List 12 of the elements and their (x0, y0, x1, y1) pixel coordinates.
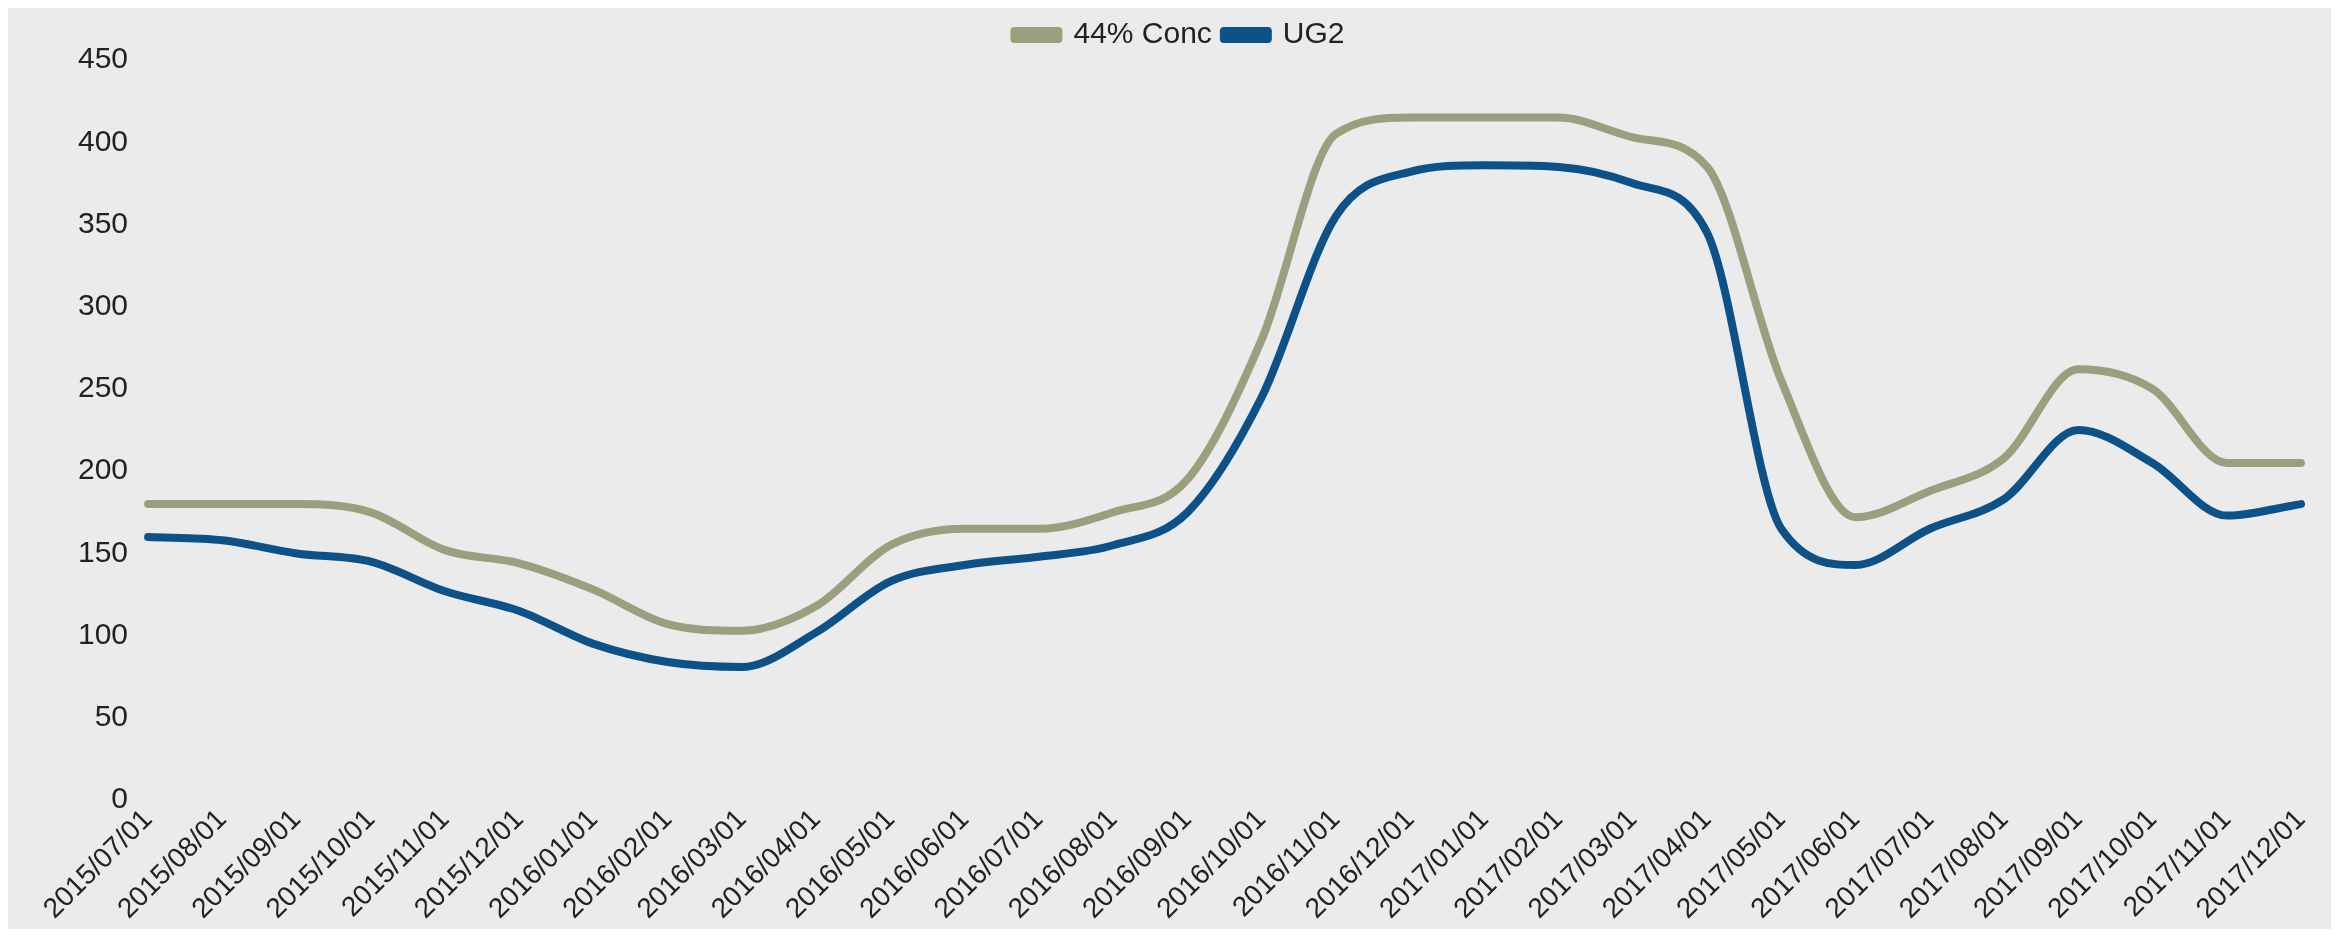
y-tick-label: 450 (77, 41, 129, 75)
y-tick-label: 250 (77, 370, 129, 404)
y-tick-label: 400 (77, 123, 129, 157)
y-tick-label: 150 (77, 534, 129, 568)
y-tick-label: 0 (111, 781, 129, 815)
y-tick-label: 50 (94, 699, 129, 733)
legend-label: 44% Conc (1073, 16, 1212, 50)
y-tick-label: 300 (77, 287, 129, 321)
legend-label: UG2 (1282, 16, 1345, 50)
y-tick-label: 350 (77, 205, 129, 239)
y-tick-label: 200 (77, 452, 129, 486)
y-tick-label: 100 (77, 616, 129, 650)
